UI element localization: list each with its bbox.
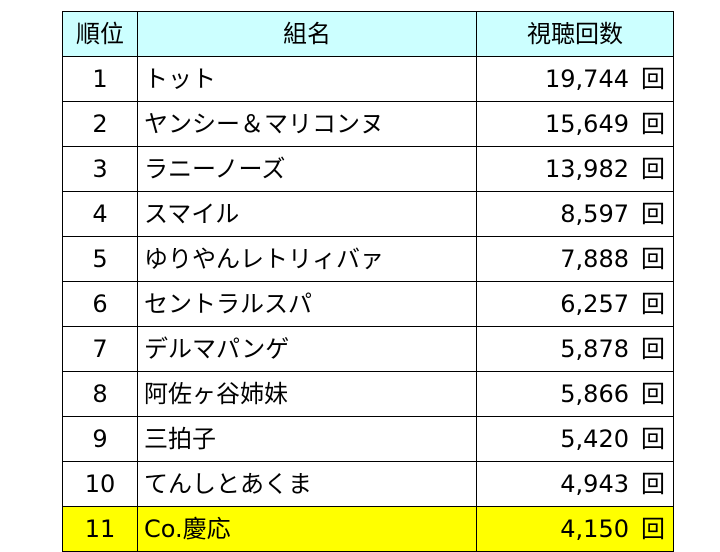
view-count-cell: 7,888 回 [476, 236, 674, 282]
view-count-unit: 回 [641, 200, 665, 228]
view-count-cell: 5,420 回 [476, 416, 674, 462]
view-count-value: 6,257 [560, 290, 629, 318]
view-count-unit: 回 [641, 290, 665, 318]
table-row: 11 Co.慶応 4,150 回 [62, 506, 674, 552]
view-count-cell: 5,866 回 [476, 371, 674, 417]
rank-cell: 4 [62, 191, 138, 237]
group-name-cell: ヤンシー＆マリコンヌ [137, 101, 477, 147]
table-row: 4 スマイル 8,597 回 [62, 191, 674, 237]
view-count-value: 8,597 [560, 200, 629, 228]
rank-cell: 6 [62, 281, 138, 327]
rank-cell: 8 [62, 371, 138, 417]
view-count-value: 5,866 [560, 380, 629, 408]
table-row: 1 トット 19,744 回 [62, 56, 674, 102]
header-views: 視聴回数 [476, 11, 674, 57]
view-count-unit: 回 [641, 65, 665, 93]
view-count-value: 13,982 [545, 155, 629, 183]
rank-cell: 7 [62, 326, 138, 372]
rank-cell: 1 [62, 56, 138, 102]
group-name-cell: Co.慶応 [137, 506, 477, 552]
rank-cell: 9 [62, 416, 138, 462]
view-count-value: 7,888 [560, 245, 629, 273]
table-row: 9 三拍子 5,420 回 [62, 416, 674, 462]
group-name-cell: セントラルスパ [137, 281, 477, 327]
table-row: 7 デルマパンゲ 5,878 回 [62, 326, 674, 372]
group-name-cell: 三拍子 [137, 416, 477, 462]
header-row: 順位 組名 視聴回数 [62, 11, 674, 57]
group-name-cell: てんしとあくま [137, 461, 477, 507]
header-rank: 順位 [62, 11, 138, 57]
table-row: 8 阿佐ヶ谷姉妹 5,866 回 [62, 371, 674, 417]
ranking-table: 順位 組名 視聴回数 1 トット 19,744 回 2 ヤンシー＆マリコンヌ 15,649 回… [62, 11, 674, 552]
view-count-unit: 回 [641, 470, 665, 498]
view-count-value: 4,943 [560, 470, 629, 498]
view-count-unit: 回 [641, 515, 665, 543]
view-count-value: 5,878 [560, 335, 629, 363]
group-name-cell: ゆりやんレトリィバァ [137, 236, 477, 282]
view-count-cell: 5,878 回 [476, 326, 674, 372]
header-name: 組名 [137, 11, 477, 57]
view-count-unit: 回 [641, 155, 665, 183]
table-row: 6 セントラルスパ 6,257 回 [62, 281, 674, 327]
group-name-cell: スマイル [137, 191, 477, 237]
rank-cell: 10 [62, 461, 138, 507]
view-count-cell: 13,982 回 [476, 146, 674, 192]
table-row: 2 ヤンシー＆マリコンヌ 15,649 回 [62, 101, 674, 147]
view-count-unit: 回 [641, 245, 665, 273]
table-header: 順位 組名 視聴回数 [62, 11, 674, 57]
group-name-cell: トット [137, 56, 477, 102]
table-row: 5 ゆりやんレトリィバァ 7,888 回 [62, 236, 674, 282]
view-count-value: 15,649 [545, 110, 629, 138]
view-count-value: 19,744 [545, 65, 629, 93]
group-name-cell: ラニーノーズ [137, 146, 477, 192]
view-count-cell: 4,150 回 [476, 506, 674, 552]
table-body: 1 トット 19,744 回 2 ヤンシー＆マリコンヌ 15,649 回 3 ラニーノーズ 13,9… [62, 56, 674, 552]
rank-cell: 3 [62, 146, 138, 192]
view-count-unit: 回 [641, 335, 665, 363]
rank-cell: 2 [62, 101, 138, 147]
view-count-cell: 15,649 回 [476, 101, 674, 147]
group-name-cell: デルマパンゲ [137, 326, 477, 372]
group-name-cell: 阿佐ヶ谷姉妹 [137, 371, 477, 417]
view-count-value: 5,420 [560, 425, 629, 453]
table-row: 3 ラニーノーズ 13,982 回 [62, 146, 674, 192]
table-row: 10 てんしとあくま 4,943 回 [62, 461, 674, 507]
view-count-unit: 回 [641, 110, 665, 138]
view-count-value: 4,150 [560, 515, 629, 543]
view-count-cell: 6,257 回 [476, 281, 674, 327]
rank-cell: 11 [62, 506, 138, 552]
view-count-cell: 8,597 回 [476, 191, 674, 237]
view-count-cell: 19,744 回 [476, 56, 674, 102]
view-count-unit: 回 [641, 425, 665, 453]
rank-cell: 5 [62, 236, 138, 282]
view-count-cell: 4,943 回 [476, 461, 674, 507]
view-count-unit: 回 [641, 380, 665, 408]
